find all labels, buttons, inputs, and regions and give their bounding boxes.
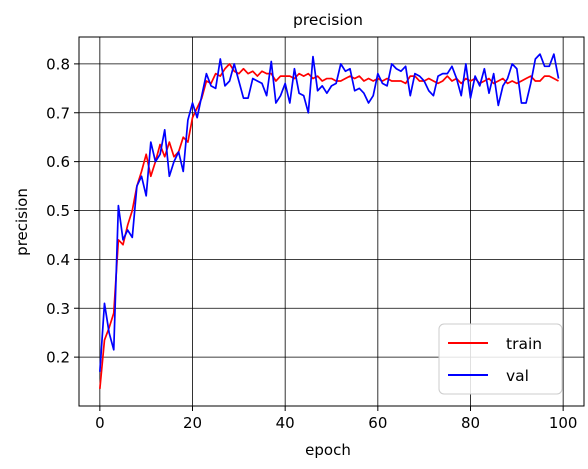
y-tick-label: 0.5 [46,202,70,220]
y-tick-label: 0.7 [46,104,70,122]
legend-label-val: val [506,367,529,385]
x-tick-label: 100 [549,414,578,432]
x-tick-label: 60 [368,414,387,432]
y-axis-title: precision [13,188,31,256]
legend: train val [439,324,562,394]
x-tick-label: 80 [461,414,480,432]
chart-title: precision [293,11,363,29]
x-tick-label: 40 [276,414,295,432]
y-tick-label: 0.2 [46,349,70,367]
y-tick-label: 0.3 [46,300,70,318]
y-tick-label: 0.4 [46,251,70,269]
x-tick-label: 20 [183,414,202,432]
x-axis-title: epoch [305,441,351,459]
legend-label-train: train [506,335,542,353]
y-tick-label: 0.6 [46,153,70,171]
legend-box [439,324,562,394]
y-tick-label: 0.8 [46,55,70,73]
x-tick-label: 0 [95,414,105,432]
